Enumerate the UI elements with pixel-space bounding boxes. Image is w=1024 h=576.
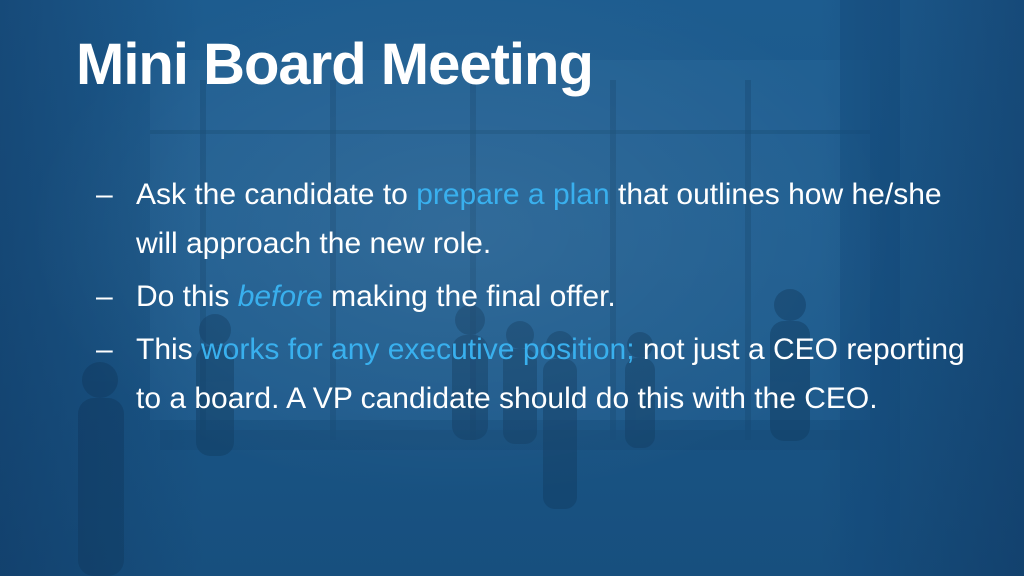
bullet-list: – Ask the candidate to prepare a plan tha… [96, 170, 976, 427]
bullet-highlight: works for any executive position; [201, 333, 635, 366]
bullet-text: Ask the candidate to [136, 178, 417, 211]
bullet-item-timing: – Do this before making the final offer. [96, 272, 976, 321]
bullet-text: that outlines how he/she will approach t… [136, 178, 942, 260]
bullet-text: This [136, 333, 202, 366]
bullet-text: making the final offer. [322, 280, 616, 313]
bullet-dash: – [96, 333, 113, 366]
bullet-text: Do this [136, 280, 238, 313]
bullet-item-scope: – This works for any executive position; … [96, 325, 976, 423]
bullet-dash: – [96, 280, 113, 313]
bullet-text: not just a CEO reporting to a board. A V… [136, 333, 965, 415]
bullet-highlight: prepare a plan [416, 178, 610, 211]
bullet-item-plan: – Ask the candidate to prepare a plan tha… [96, 170, 976, 268]
bullet-dash: – [96, 178, 113, 211]
bullet-emphasis: before [237, 280, 323, 313]
slide-title: Mini Board Meeting [76, 32, 594, 97]
